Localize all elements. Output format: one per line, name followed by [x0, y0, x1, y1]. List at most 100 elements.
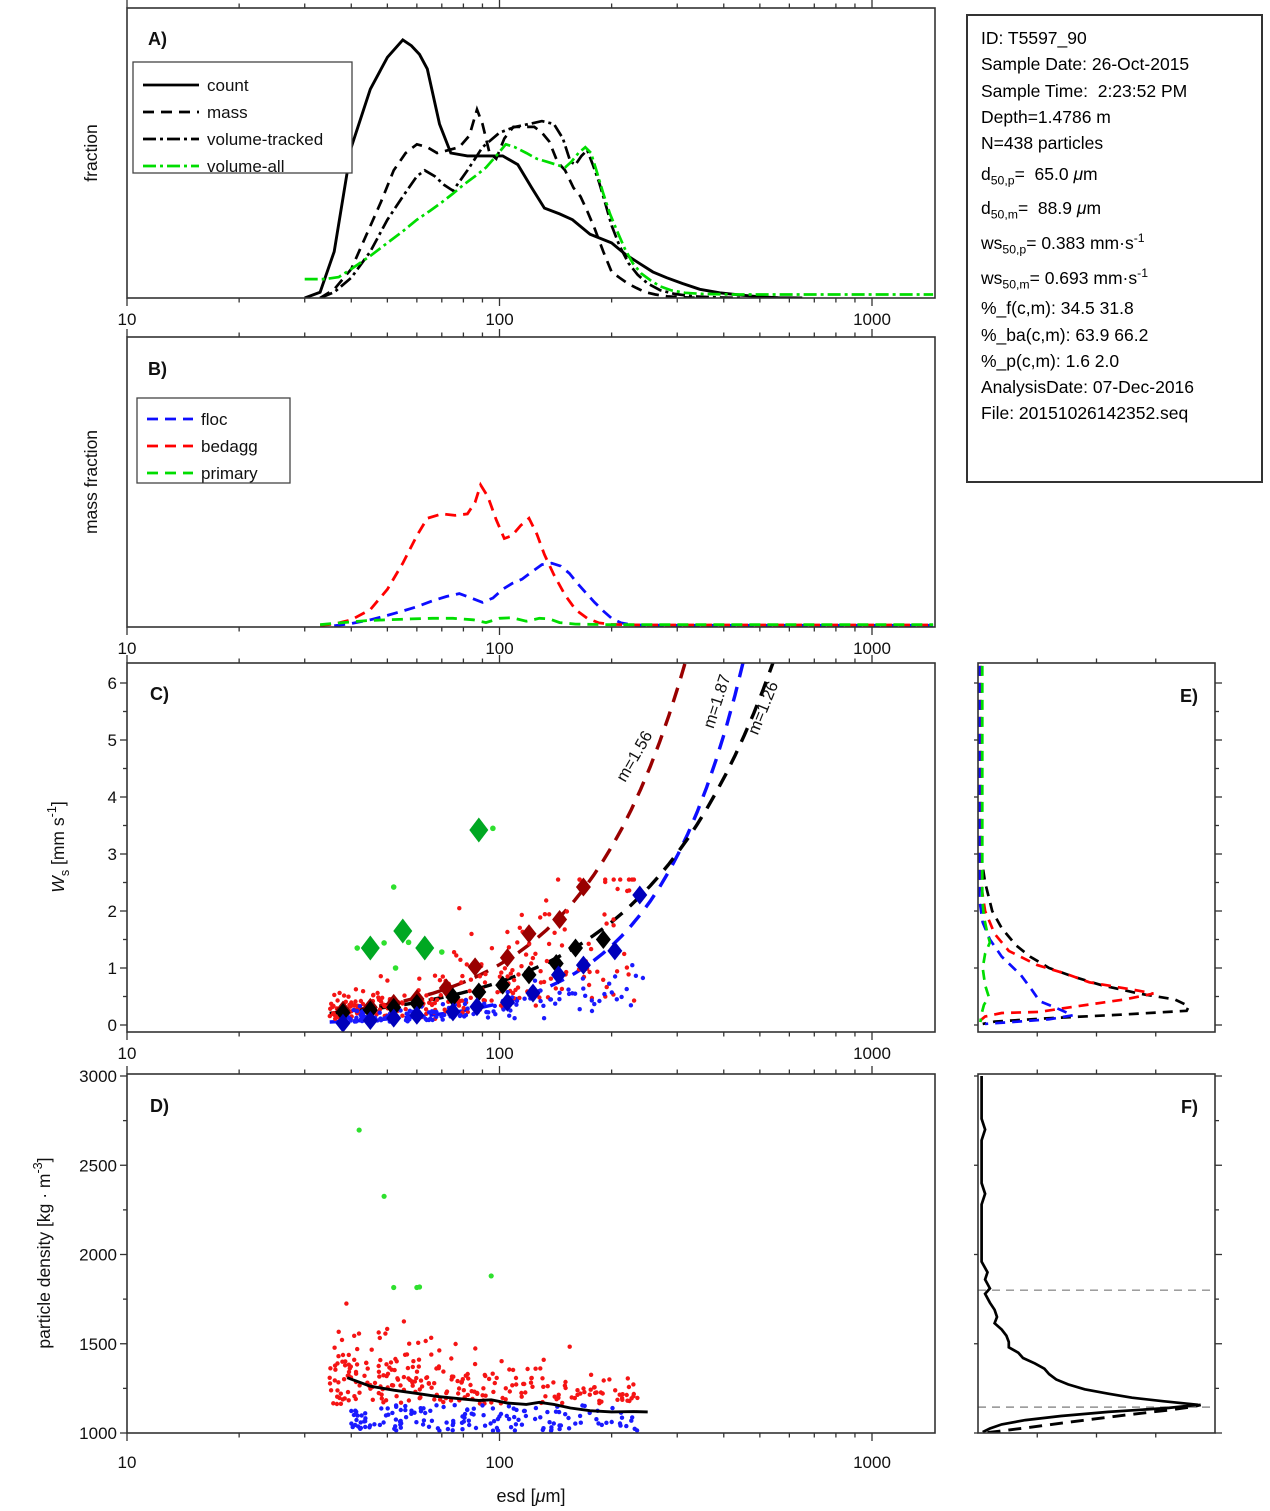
- svg-text:volume-tracked: volume-tracked: [207, 130, 323, 149]
- primary-median: [360, 817, 489, 961]
- ws-dist-bedagg: [978, 665, 1154, 1022]
- svg-text:volume-all: volume-all: [207, 157, 284, 176]
- panel-e-frame: [977, 662, 1216, 1033]
- ws-dist-floc: [978, 665, 1078, 1026]
- info-line-3: Depth=1.4786 m: [981, 106, 1111, 127]
- svg-text:3: 3: [108, 845, 117, 864]
- svg-text:10: 10: [118, 1044, 137, 1063]
- svg-text:mass fraction: mass fraction: [81, 430, 101, 534]
- info-line-7: ws50,p= 0.383 mm·s-1: [981, 231, 1145, 257]
- svg-text:esd [μm]: esd [μm]: [497, 1486, 566, 1506]
- panel-c-settling-velocity: m=1.56m=1.87 m=1.26C): [150, 663, 782, 1032]
- scatter-#1a1aff: [341, 963, 646, 1025]
- curve-bedagg: [319, 481, 934, 627]
- svg-text:3000: 3000: [79, 1067, 117, 1086]
- svg-text:particle density [kg · m-3]: particle density [kg · m-3]: [31, 1157, 54, 1348]
- panel-a-frame: [126, 7, 936, 299]
- density-fit: [987, 1403, 1202, 1433]
- svg-text:0: 0: [108, 1016, 117, 1035]
- panel-f-density-distribution: F): [978, 1076, 1215, 1433]
- ws-dist-primary: [979, 665, 992, 1023]
- svg-text:10: 10: [118, 310, 137, 329]
- panel-f-frame: [977, 1073, 1216, 1434]
- bedagg-fit: [329, 663, 687, 1015]
- floc-fit: [329, 663, 745, 1024]
- svg-text:2500: 2500: [79, 1156, 117, 1175]
- svg-text:primary: primary: [201, 464, 258, 483]
- svg-text:100: 100: [485, 639, 513, 658]
- svg-text:B): B): [148, 359, 167, 379]
- svg-text:1000: 1000: [853, 639, 891, 658]
- floc-median: [335, 885, 648, 1032]
- svg-text:fraction: fraction: [81, 124, 101, 181]
- panel-d-particle-density: D): [150, 1096, 648, 1433]
- svg-text:100: 100: [485, 1453, 513, 1472]
- svg-text:m=1.26: m=1.26: [745, 679, 782, 737]
- svg-text:1500: 1500: [79, 1335, 117, 1354]
- svg-text:mass: mass: [207, 103, 248, 122]
- svg-text:F): F): [1181, 1097, 1198, 1117]
- panel-f-curves: [978, 1076, 1215, 1433]
- svg-text:m=1.56: m=1.56: [613, 728, 656, 785]
- svg-text:4: 4: [108, 788, 117, 807]
- svg-text:1000: 1000: [79, 1424, 117, 1443]
- svg-text:2: 2: [108, 902, 117, 921]
- panel-d-frame: [126, 1073, 936, 1434]
- panel-a-curves: [304, 37, 934, 298]
- density-scatter-primary: [356, 1127, 494, 1291]
- panel-a-size-distributions: A) count mass volume-tracked volume-all: [132, 29, 934, 298]
- svg-text:10: 10: [118, 1453, 137, 1472]
- panel-c-frame: [126, 662, 936, 1033]
- density-scatter-floc: [349, 1403, 640, 1433]
- info-line-10: %_ba(c,m): 63.9 66.2: [981, 324, 1149, 345]
- info-line-13: File: 20151026142352.seq: [981, 403, 1189, 424]
- svg-text:5: 5: [108, 731, 117, 750]
- curve-primary: [319, 616, 934, 627]
- median-density: [346, 1376, 648, 1414]
- svg-text:D): D): [150, 1096, 169, 1116]
- svg-text:1000: 1000: [853, 1453, 891, 1472]
- svg-text:1000: 1000: [853, 310, 891, 329]
- panel-e-curves: [978, 665, 1191, 1026]
- info-line-2: Sample Time: 2:23:52 PM: [981, 80, 1188, 101]
- svg-text:Ws [mm s-1]: Ws [mm s-1]: [45, 801, 72, 892]
- svg-text:E): E): [1180, 686, 1198, 706]
- panel-e-ws-distribution: E): [978, 665, 1198, 1026]
- panel-b-frame: [126, 336, 936, 628]
- svg-text:floc: floc: [201, 410, 228, 429]
- svg-text:100: 100: [485, 1044, 513, 1063]
- curve-mass: [319, 105, 707, 298]
- density-distribution: [980, 1076, 1199, 1433]
- svg-text:1: 1: [108, 959, 117, 978]
- scatter-primary: [354, 825, 496, 971]
- info-line-11: %_p(c,m): 1.6 2.0: [981, 350, 1120, 371]
- panel-b-curves: [319, 481, 934, 627]
- info-line-6: d50,m= 88.9 μm: [981, 198, 1102, 222]
- info-line-8: ws50,m= 0.693 mm·s-1: [981, 265, 1149, 292]
- svg-text:bedagg: bedagg: [201, 437, 258, 456]
- legend-panel-b: floc bedagg primary: [136, 397, 291, 484]
- curve-count: [304, 37, 803, 298]
- svg-text:C): C): [150, 684, 169, 704]
- info-line-4: N=438 particles: [981, 133, 1104, 153]
- info-line-1: Sample Date: 26-Oct-2015: [981, 54, 1190, 75]
- curve-volume-all: [304, 142, 934, 296]
- info-line-12: AnalysisDate: 07-Dec-2016: [981, 377, 1195, 398]
- panel-b-mass-fractions: B) floc bedagg primary: [136, 359, 934, 627]
- svg-text:10: 10: [118, 639, 137, 658]
- all-median: [335, 930, 611, 1022]
- ws-dist-all: [979, 665, 1191, 1026]
- svg-text:2000: 2000: [79, 1246, 117, 1265]
- info-line-9: %_f(c,m): 34.5 31.8: [981, 298, 1134, 319]
- svg-text:A): A): [148, 29, 167, 49]
- svg-text:count: count: [207, 76, 249, 95]
- curve-volume-tracked: [319, 119, 743, 298]
- curve-floc: [334, 561, 934, 627]
- all-fit: [329, 663, 775, 1016]
- info-line-0: ID: T5597_90: [981, 28, 1087, 48]
- sample-info-box: ID: T5597_90 Sample Date: 26-Oct-2015 Samp…: [966, 14, 1263, 483]
- svg-text:6: 6: [108, 674, 117, 693]
